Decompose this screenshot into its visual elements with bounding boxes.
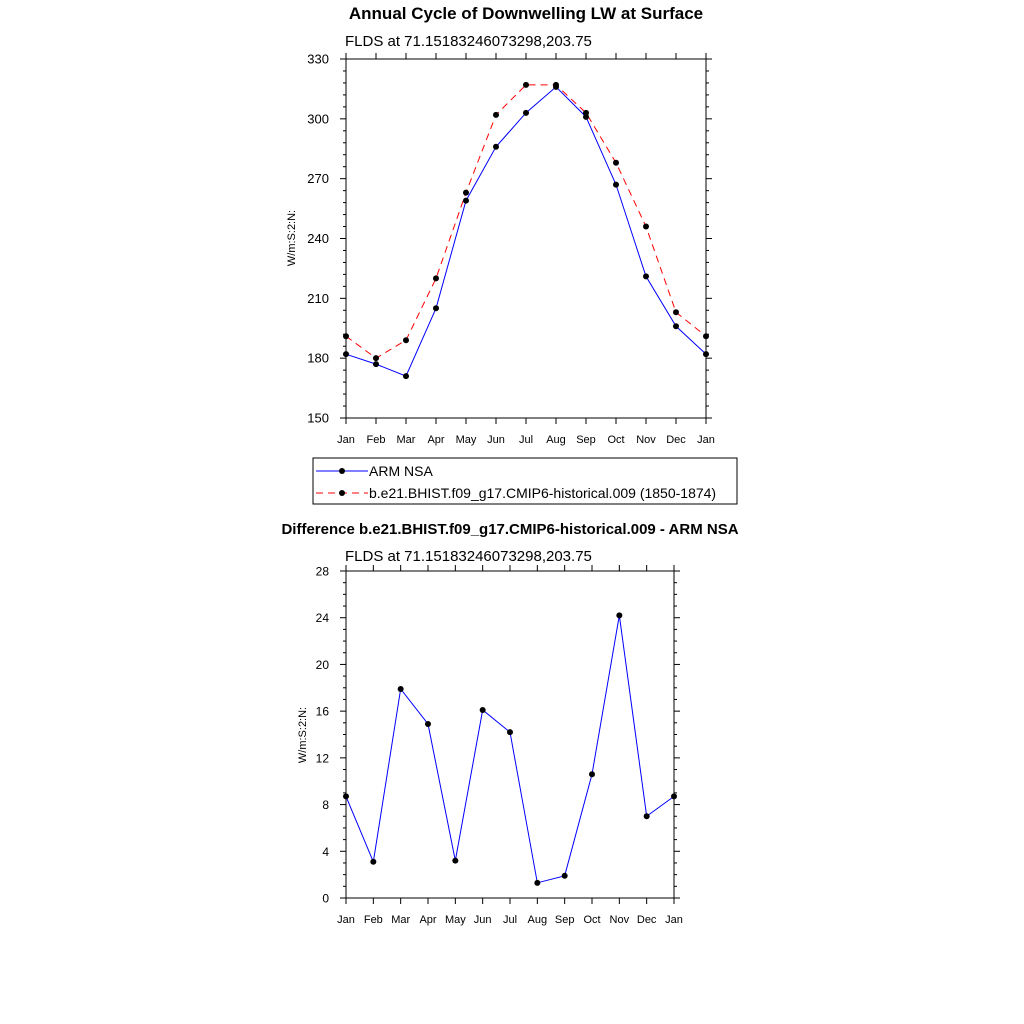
data-point-series-0 bbox=[589, 771, 595, 778]
legend-marker-arm-nsa bbox=[339, 468, 345, 474]
x-tick-label: Jan bbox=[697, 434, 715, 446]
data-point-series-1 bbox=[463, 189, 469, 196]
data-point-series-0 bbox=[671, 793, 677, 800]
data-point-series-0 bbox=[493, 143, 499, 150]
data-point-series-0 bbox=[479, 706, 486, 713]
data-point-series-0 bbox=[403, 373, 409, 380]
y-tick-label: 180 bbox=[307, 351, 329, 366]
data-point-series-0 bbox=[507, 729, 513, 736]
x-tick-label: Oct bbox=[607, 434, 624, 446]
y-tick-label: 8 bbox=[322, 798, 329, 812]
data-point-series-1 bbox=[703, 333, 709, 340]
y-tick-label: 330 bbox=[307, 52, 329, 67]
y-tick-label: 0 bbox=[322, 892, 329, 906]
data-point-series-0 bbox=[343, 351, 349, 358]
data-point-series-0 bbox=[433, 305, 439, 312]
legend-marker-model bbox=[339, 490, 345, 496]
x-tick-label: Jan bbox=[337, 434, 355, 446]
x-tick-label: Mar bbox=[397, 434, 416, 446]
data-point-series-1 bbox=[343, 333, 349, 340]
series-line-1 bbox=[345, 84, 707, 359]
data-point-series-0 bbox=[373, 361, 379, 368]
x-tick-label: Jul bbox=[519, 434, 533, 446]
chart-title: Annual Cycle of Downwelling LW at Surfac… bbox=[349, 4, 703, 23]
difference-chart: Difference b.e21.BHIST.f09_g17.CMIP6-his… bbox=[281, 521, 738, 926]
y-tick-label: 28 bbox=[316, 565, 330, 579]
data-point-series-1 bbox=[403, 337, 409, 344]
data-point-series-1 bbox=[373, 355, 379, 362]
x-tick-label: Jan bbox=[337, 914, 355, 926]
data-point-series-0 bbox=[673, 323, 679, 330]
y-tick-label: 270 bbox=[307, 171, 329, 186]
x-tick-label: Apr bbox=[427, 434, 444, 446]
y-tick-label: 12 bbox=[316, 751, 330, 765]
chart-subtitle: FLDS at 71.15183246073298,203.75 bbox=[345, 33, 592, 50]
x-tick-label: Feb bbox=[367, 434, 386, 446]
x-tick-label: May bbox=[456, 434, 477, 446]
data-point-series-0 bbox=[397, 685, 404, 692]
data-point-series-1 bbox=[673, 309, 679, 316]
data-point-series-0 bbox=[343, 793, 349, 800]
data-point-series-0 bbox=[613, 181, 619, 188]
data-point-series-0 bbox=[643, 273, 649, 280]
y-tick-label: 16 bbox=[316, 705, 330, 719]
y-axis-label: W/m:S:2:N: bbox=[297, 707, 309, 763]
y-tick-label: 210 bbox=[307, 291, 329, 306]
data-point-series-0 bbox=[534, 879, 541, 886]
chart-subtitle: FLDS at 71.15183246073298,203.75 bbox=[345, 548, 592, 565]
y-tick-label: 24 bbox=[316, 611, 330, 625]
x-tick-label: Nov bbox=[636, 434, 656, 446]
x-tick-label: Jun bbox=[487, 434, 505, 446]
data-point-series-1 bbox=[583, 109, 589, 116]
x-tick-label: Jan bbox=[665, 914, 683, 926]
series-line-0 bbox=[345, 615, 675, 884]
y-tick-label: 4 bbox=[322, 845, 329, 859]
x-tick-label: Feb bbox=[364, 914, 383, 926]
data-point-series-0 bbox=[523, 109, 529, 116]
x-tick-label: Sep bbox=[576, 434, 596, 446]
x-tick-label: Aug bbox=[546, 434, 566, 446]
data-point-series-1 bbox=[553, 81, 559, 88]
x-tick-label: Mar bbox=[391, 914, 410, 926]
data-point-series-0 bbox=[703, 351, 709, 358]
data-point-series-1 bbox=[493, 111, 499, 118]
x-tick-label: Oct bbox=[583, 914, 600, 926]
data-point-series-1 bbox=[433, 275, 439, 282]
y-tick-label: 20 bbox=[316, 658, 330, 672]
plot-area: 150 180 210 240 270 300 330 Jan Feb Mar Apr May Jun J… bbox=[307, 52, 715, 447]
chart-title: Difference b.e21.BHIST.f09_g17.CMIP6-his… bbox=[281, 521, 738, 538]
x-tick-label: Nov bbox=[610, 914, 630, 926]
x-tick-label: Apr bbox=[419, 914, 436, 926]
data-point-series-0 bbox=[370, 858, 377, 865]
plot-area: 0 4 8 12 16 20 24 28 Jan Feb Mar Apr May Jun Jul Aug Sep… bbox=[316, 565, 683, 927]
x-tick-label: May bbox=[445, 914, 466, 926]
x-tick-label: Jun bbox=[474, 914, 492, 926]
data-point-series-0 bbox=[561, 872, 568, 879]
annual-cycle-chart: Annual Cycle of Downwelling LW at Surfac… bbox=[286, 4, 738, 505]
y-tick-label: 150 bbox=[307, 411, 329, 426]
data-point-series-0 bbox=[425, 720, 431, 727]
legend-label-arm-nsa: ARM NSA bbox=[369, 463, 433, 479]
data-point-series-1 bbox=[643, 223, 649, 230]
x-tick-label: Sep bbox=[555, 914, 575, 926]
x-tick-label: Dec bbox=[637, 914, 657, 926]
x-tick-label: Jul bbox=[503, 914, 517, 926]
legend-label-model: b.e21.BHIST.f09_g17.CMIP6-historical.009… bbox=[369, 485, 716, 501]
data-point-series-0 bbox=[616, 612, 623, 619]
y-tick-label: 300 bbox=[307, 111, 329, 126]
data-point-series-0 bbox=[452, 857, 459, 864]
data-point-series-0 bbox=[643, 813, 650, 820]
data-point-series-0 bbox=[463, 197, 469, 204]
series-line-0 bbox=[345, 86, 707, 377]
x-tick-label: Aug bbox=[528, 914, 548, 926]
data-point-series-1 bbox=[613, 159, 619, 166]
legend-box bbox=[312, 457, 738, 505]
data-point-series-1 bbox=[523, 81, 529, 88]
y-tick-label: 240 bbox=[307, 231, 329, 246]
y-axis-label: W/m:S:2:N: bbox=[286, 210, 298, 266]
legend: ARM NSA b.e21.BHIST.f09_g17.CMIP6-histor… bbox=[312, 457, 738, 505]
x-tick-label: Dec bbox=[666, 434, 686, 446]
